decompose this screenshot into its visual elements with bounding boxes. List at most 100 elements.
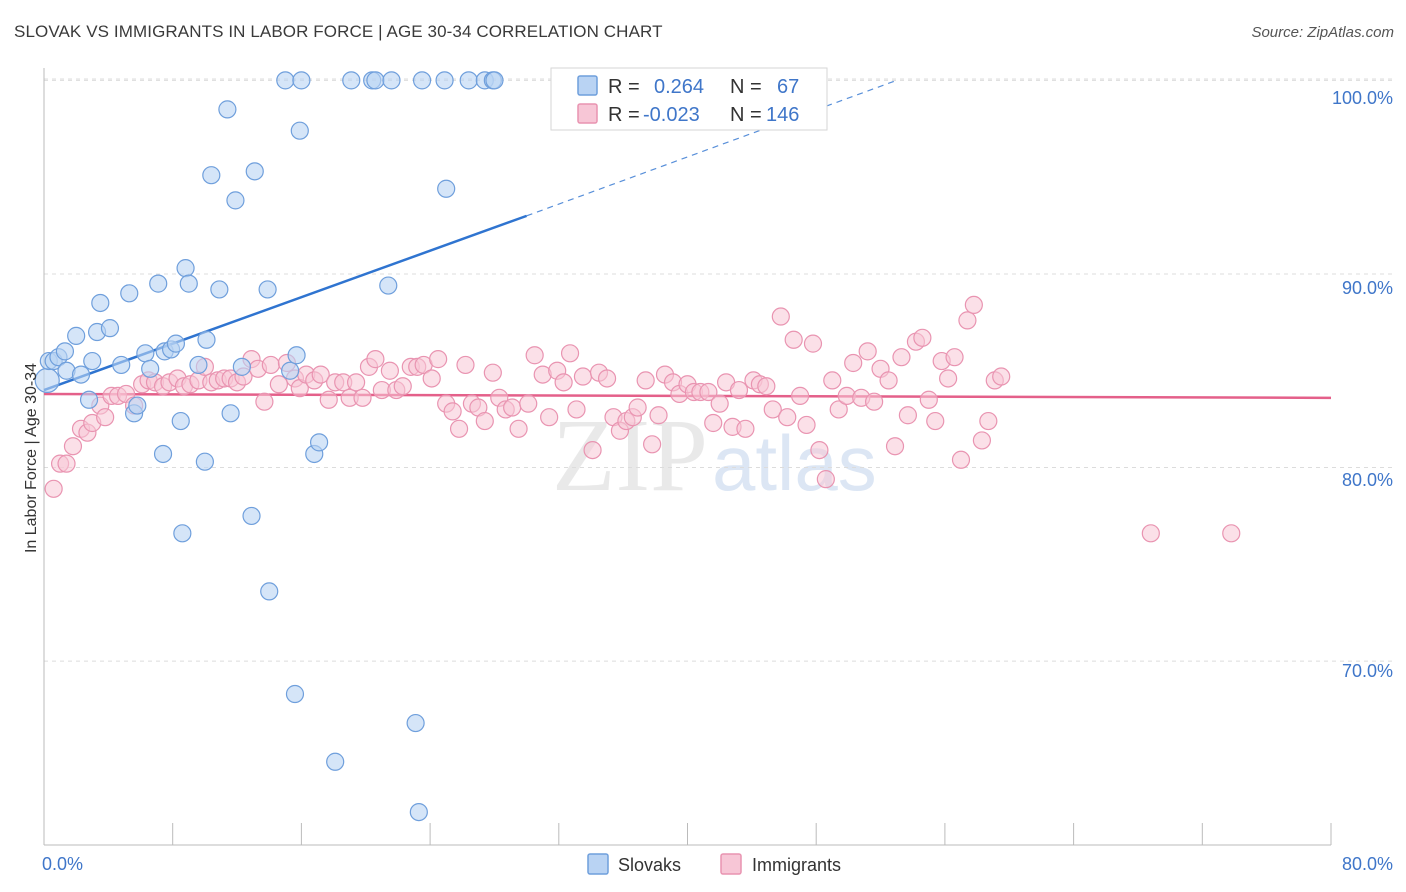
immigrants-point-8: [96, 408, 115, 427]
immigrants-point-68: [509, 419, 528, 438]
slovaks-point-12: [100, 319, 120, 338]
slovaks-point-28: [189, 355, 208, 375]
slovaks-point-40: [260, 582, 279, 601]
slovaks-point-38: [245, 162, 264, 181]
slovaks-point-44: [287, 346, 306, 365]
slovaks-point-63: [485, 71, 504, 90]
immigrants-point-32: [261, 355, 280, 375]
bottom-legend-label-slovaks: Slovaks: [618, 855, 681, 875]
legend-r-value-1: 0.264: [654, 76, 704, 98]
slovaks-point-41: [276, 71, 295, 90]
immigrants-point-128: [919, 390, 938, 409]
immigrants-point-108: [784, 330, 803, 349]
slovaks-point-53: [379, 276, 398, 295]
immigrants-point-85: [628, 398, 647, 417]
legend-n-value-1: 67: [777, 76, 799, 98]
slovaks-point-14: [120, 284, 139, 303]
immigrants-point-104: [757, 377, 776, 396]
slovaks-point-35: [226, 191, 245, 210]
immigrants-point-59: [449, 419, 469, 438]
slovaks-point-60: [459, 71, 478, 90]
immigrants-point-112: [810, 440, 829, 460]
immigrants-point-80: [597, 369, 617, 388]
immigrants-point-55: [422, 369, 441, 388]
slovaks-point-29: [195, 452, 214, 471]
immigrants-point-107: [778, 408, 797, 427]
legend-r-label-1: R =: [608, 76, 640, 98]
immigrants-point-96: [704, 413, 723, 433]
immigrants-point-77: [573, 367, 593, 386]
immigrants-point-67: [503, 398, 522, 417]
immigrants-point-44: [346, 373, 366, 392]
immigrants-point-69: [519, 394, 538, 413]
immigrants-point-109: [791, 386, 810, 405]
immigrants-point-115: [829, 400, 848, 419]
slovaks-point-33: [218, 100, 237, 119]
slovaks-point-25: [173, 524, 192, 543]
immigrants-point-72: [540, 408, 559, 427]
immigrants-point-56: [429, 350, 448, 369]
immigrants-point-132: [945, 348, 964, 367]
immigrants-point-78: [583, 440, 602, 460]
immigrants-point-137: [979, 411, 998, 431]
immigrants-point-86: [636, 371, 655, 390]
immigrants-point-129: [926, 411, 945, 431]
legend-n-value-2: 146: [766, 104, 799, 126]
y-axis-label: In Labor Force | Age 30-34: [23, 363, 40, 553]
slovaks-point-57: [412, 71, 432, 90]
immigrants-point-75: [560, 344, 580, 363]
slovaks-point-32: [210, 280, 229, 299]
slovaks-point-18: [141, 359, 160, 378]
immigrants-point-136: [972, 431, 992, 450]
immigrants-point-31: [255, 392, 274, 411]
slovaks-point-4: [55, 342, 75, 361]
slovaks-point-23: [166, 334, 186, 353]
y-tick-label-100: 100.0%: [1332, 88, 1393, 108]
immigrants-point-113: [816, 470, 835, 489]
slovaks-point-13: [112, 355, 131, 375]
immigrants-point-64: [483, 363, 502, 382]
chart-title: SLOVAK VS IMMIGRANTS IN LABOR FORCE | AG…: [14, 22, 663, 41]
slovaks-point-56: [409, 802, 428, 822]
slovaks-point-55: [406, 713, 425, 733]
slovaks-point-50: [342, 71, 361, 90]
slovaks-point-24: [171, 411, 190, 431]
slovaks-point-43: [285, 684, 305, 704]
immigrants-point-70: [525, 346, 544, 365]
immigrants-point-119: [858, 342, 877, 361]
slovaks-point-7: [71, 365, 91, 384]
slovaks-point-30: [197, 330, 216, 349]
immigrants-point-135: [964, 295, 983, 315]
immigrants-point-125: [898, 406, 917, 425]
immigrants-point-87: [643, 435, 662, 454]
legend-swatch-slovaks: [577, 75, 598, 96]
slovaks-point-34: [221, 404, 240, 423]
immigrants-point-139: [992, 367, 1011, 386]
immigrants-points: [44, 295, 1241, 543]
slovaks-point-59: [437, 179, 456, 198]
immigrants-point-123: [885, 437, 905, 456]
immigrants-point-74: [554, 373, 573, 392]
immigrants-point-95: [699, 382, 718, 402]
immigrants-point-3: [63, 437, 83, 456]
immigrants-point-117: [844, 353, 863, 373]
immigrants-point-63: [475, 411, 494, 431]
slovaks-point-39: [258, 280, 277, 299]
immigrants-point-131: [939, 369, 958, 388]
immigrants-point-39: [311, 365, 330, 384]
immigrants-point-120: [865, 392, 884, 411]
slovaks-point-20: [153, 444, 173, 464]
slovaks-point-36: [232, 357, 251, 376]
immigrants-point-33: [269, 375, 288, 394]
slovaks-point-17: [136, 344, 155, 363]
immigrants-point-127: [913, 328, 932, 347]
legend-n-label-2: N =: [730, 104, 762, 126]
immigrants-point-133: [951, 450, 971, 469]
legend-r-value-2: -0.023: [643, 104, 700, 126]
legend-swatch-immigrants: [577, 103, 598, 124]
y-tick-label-70: 70.0%: [1342, 661, 1393, 681]
immigrants-point-101: [736, 419, 755, 438]
bottom-legend-swatch-immigrants: [720, 853, 742, 875]
slovaks-point-6: [67, 326, 86, 345]
